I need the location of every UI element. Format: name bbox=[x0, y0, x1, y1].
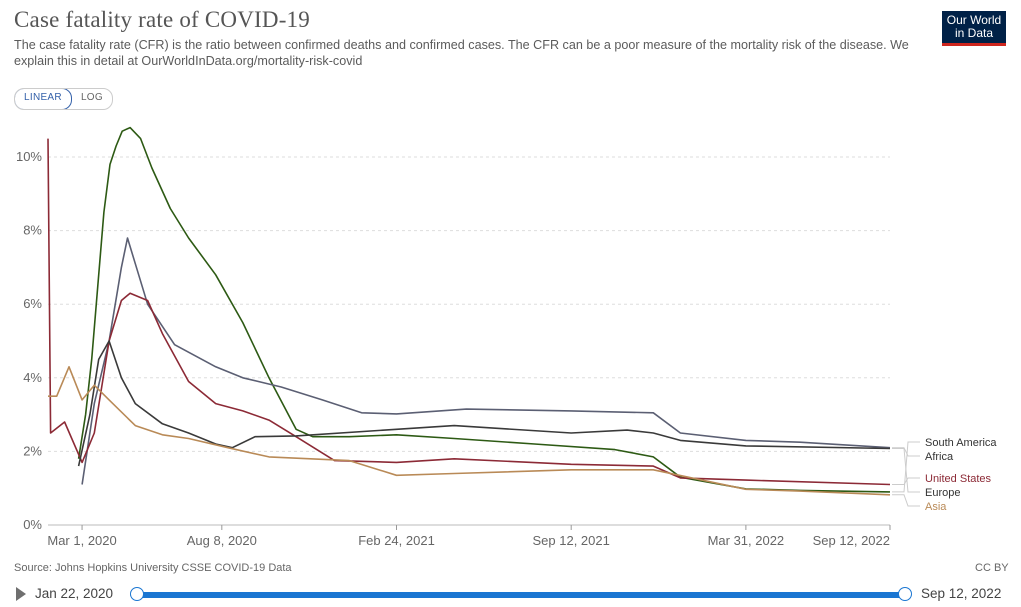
timeline-end-handle[interactable] bbox=[898, 587, 912, 601]
source-note: Source: Johns Hopkins University CSSE CO… bbox=[14, 562, 292, 574]
series-line-europe[interactable] bbox=[77, 340, 891, 467]
x-tick-label: Aug 8, 2020 bbox=[187, 533, 257, 548]
series-line-united-states[interactable] bbox=[47, 138, 891, 486]
y-tick-label: 10% bbox=[16, 149, 42, 164]
timeline-start-label: Jan 22, 2020 bbox=[35, 586, 114, 601]
scale-toggle: LINEAR LOG bbox=[14, 88, 113, 110]
y-tick-label: 8% bbox=[23, 223, 42, 238]
series-label-south-america[interactable]: South America bbox=[925, 437, 997, 449]
y-tick-label: 4% bbox=[23, 370, 42, 385]
label-connector bbox=[892, 477, 920, 485]
series-line-africa[interactable] bbox=[81, 237, 891, 485]
series-labels: South America Africa United States Europe As… bbox=[892, 437, 997, 513]
x-tick-label: Sep 12, 2021 bbox=[533, 533, 610, 548]
timeline-start-handle[interactable] bbox=[130, 587, 144, 601]
logo-line-2: in Data bbox=[954, 26, 994, 40]
x-tick-label: Mar 1, 2020 bbox=[47, 533, 116, 548]
y-tick-label: 2% bbox=[23, 443, 42, 458]
series-line-asia[interactable] bbox=[48, 365, 891, 496]
grid-lines bbox=[48, 156, 890, 526]
label-connector bbox=[892, 448, 920, 493]
logo-line-1: Our World bbox=[946, 13, 1002, 27]
label-connector bbox=[892, 494, 920, 507]
timeline-selected-range bbox=[137, 592, 905, 598]
y-axis-ticks: 0% 2% 4% 6% 8% 10% bbox=[16, 149, 42, 532]
play-icon[interactable] bbox=[16, 587, 26, 601]
x-axis-ticks: Mar 1, 2020 Aug 8, 2020 Feb 24, 2021 Sep 12… bbox=[47, 525, 891, 548]
chart-title: Case fatality rate of COVID-19 bbox=[14, 7, 310, 32]
y-tick-label: 0% bbox=[23, 517, 42, 532]
x-tick-label: Feb 24, 2021 bbox=[358, 533, 435, 548]
timeline-end-label: Sep 12, 2022 bbox=[921, 586, 1002, 601]
chart-subtitle: The case fatality rate (CFR) is the rati… bbox=[14, 38, 909, 68]
series-label-united-states[interactable]: United States bbox=[925, 473, 992, 485]
series-label-asia[interactable]: Asia bbox=[925, 501, 947, 513]
log-scale-button[interactable]: LOG bbox=[80, 92, 103, 103]
label-connector bbox=[892, 447, 920, 457]
y-tick-label: 6% bbox=[23, 296, 42, 311]
timeline: Jan 22, 2020 Sep 12, 2022 bbox=[0, 582, 1021, 607]
owid-logo[interactable]: Our World in Data bbox=[942, 11, 1006, 46]
license-note[interactable]: CC BY bbox=[975, 562, 1009, 574]
series-lines bbox=[47, 126, 891, 496]
linear-scale-button[interactable]: LINEAR bbox=[14, 89, 72, 109]
line-chart: 0% 2% 4% 6% 8% 10% Mar 1, 2020 Aug 8, 2020 Feb … bbox=[16, 126, 997, 548]
x-tick-label: Mar 31, 2022 bbox=[708, 533, 785, 548]
series-label-africa[interactable]: Africa bbox=[925, 451, 954, 463]
x-tick-label: Sep 12, 2022 bbox=[813, 533, 890, 548]
series-label-europe[interactable]: Europe bbox=[925, 487, 960, 499]
series-line-south-america[interactable] bbox=[77, 126, 891, 493]
